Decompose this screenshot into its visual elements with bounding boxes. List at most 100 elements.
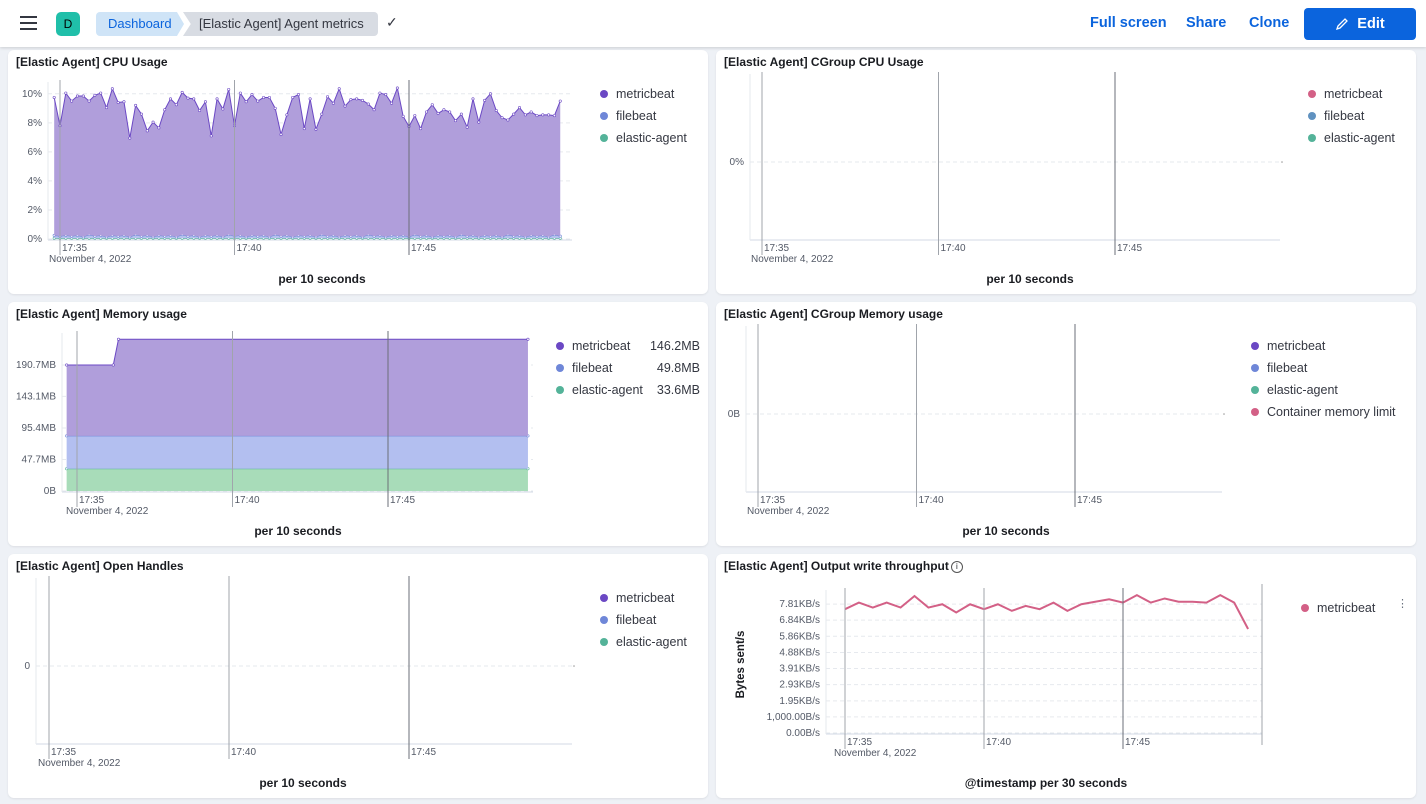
- data-point[interactable]: [326, 95, 330, 99]
- data-point[interactable]: [70, 99, 74, 103]
- legend-item[interactable]: metricbeat: [1308, 83, 1408, 105]
- data-point[interactable]: [296, 93, 300, 97]
- data-point[interactable]: [506, 118, 510, 122]
- data-point[interactable]: [116, 101, 120, 105]
- data-point[interactable]: [526, 337, 530, 341]
- legend-item[interactable]: filebeat: [1308, 105, 1408, 127]
- data-point[interactable]: [366, 102, 370, 106]
- data-point[interactable]: [105, 106, 109, 110]
- data-point[interactable]: [116, 337, 120, 341]
- data-point[interactable]: [75, 94, 79, 98]
- menu-hamburger-icon[interactable]: [20, 16, 37, 30]
- data-point[interactable]: [99, 91, 103, 95]
- data-point[interactable]: [349, 98, 353, 102]
- data-point[interactable]: [535, 114, 539, 118]
- data-point[interactable]: [209, 134, 213, 138]
- data-point[interactable]: [128, 136, 132, 140]
- data-point[interactable]: [500, 116, 504, 120]
- legend-item[interactable]: filebeat: [600, 105, 710, 127]
- space-avatar[interactable]: D: [56, 12, 80, 36]
- data-point[interactable]: [494, 109, 498, 113]
- data-point[interactable]: [134, 103, 138, 107]
- legend-item[interactable]: elastic-agent: [600, 127, 710, 149]
- data-point[interactable]: [454, 119, 458, 123]
- legend-item[interactable]: elastic-agent: [1308, 127, 1408, 149]
- data-point[interactable]: [203, 100, 207, 104]
- data-point[interactable]: [465, 125, 469, 129]
- data-point[interactable]: [227, 87, 231, 91]
- data-point[interactable]: [238, 91, 242, 95]
- data-point[interactable]: [111, 363, 115, 367]
- data-point[interactable]: [331, 101, 335, 105]
- data-point[interactable]: [477, 120, 481, 124]
- data-point[interactable]: [372, 108, 376, 112]
- data-point[interactable]: [174, 103, 178, 107]
- data-point[interactable]: [320, 112, 324, 116]
- data-point[interactable]: [390, 101, 394, 105]
- data-point[interactable]: [424, 110, 428, 114]
- data-point[interactable]: [262, 95, 266, 99]
- legend-menu-icon[interactable]: ⋮: [1397, 598, 1408, 610]
- data-point[interactable]: [244, 100, 248, 104]
- legend-item[interactable]: metricbeat: [1301, 597, 1381, 619]
- legend-item[interactable]: filebeat: [1251, 357, 1411, 379]
- data-point[interactable]: [518, 106, 522, 110]
- data-point[interactable]: [151, 120, 155, 124]
- legend-item[interactable]: elastic-agent 33.6MB: [556, 379, 700, 401]
- data-point[interactable]: [419, 127, 423, 131]
- data-point[interactable]: [552, 114, 556, 118]
- data-point[interactable]: [529, 110, 533, 114]
- data-point[interactable]: [250, 93, 254, 97]
- data-point[interactable]: [157, 126, 161, 130]
- data-point[interactable]: [110, 87, 114, 91]
- data-point[interactable]: [64, 91, 68, 95]
- data-point[interactable]: [215, 97, 219, 101]
- data-point[interactable]: [256, 99, 260, 103]
- data-point[interactable]: [523, 113, 527, 117]
- data-point[interactable]: [139, 112, 143, 116]
- info-icon[interactable]: i: [950, 561, 963, 573]
- data-point[interactable]: [360, 98, 364, 102]
- legend-item[interactable]: elastic-agent: [1251, 379, 1411, 401]
- data-point[interactable]: [436, 111, 440, 115]
- legend-item[interactable]: filebeat: [600, 609, 710, 631]
- data-point[interactable]: [314, 127, 318, 131]
- data-point[interactable]: [87, 99, 91, 103]
- legend-item[interactable]: elastic-agent: [600, 631, 710, 653]
- legend-item[interactable]: metricbeat: [600, 83, 710, 105]
- data-point[interactable]: [384, 93, 388, 97]
- data-point[interactable]: [93, 93, 97, 97]
- data-point[interactable]: [302, 127, 306, 131]
- data-point[interactable]: [337, 87, 341, 91]
- data-point[interactable]: [192, 97, 196, 101]
- data-point[interactable]: [267, 95, 271, 99]
- data-point[interactable]: [308, 97, 312, 101]
- data-point[interactable]: [279, 132, 283, 136]
- data-point[interactable]: [65, 363, 69, 367]
- legend-item[interactable]: metricbeat: [600, 587, 710, 609]
- data-point[interactable]: [471, 97, 475, 101]
- data-point[interactable]: [512, 112, 516, 116]
- share-button[interactable]: Share: [1186, 15, 1227, 31]
- edit-button[interactable]: Edit: [1304, 8, 1416, 40]
- data-point[interactable]: [81, 94, 85, 98]
- data-point[interactable]: [198, 109, 202, 113]
- legend-item[interactable]: metricbeat: [1251, 335, 1411, 357]
- legend-item[interactable]: Container memory limit: [1251, 401, 1411, 423]
- breadcrumb-dashboard[interactable]: Dashboard: [96, 12, 184, 36]
- data-point[interactable]: [488, 92, 492, 96]
- data-point[interactable]: [186, 96, 190, 100]
- legend-item[interactable]: metricbeat 146.2MB: [556, 335, 700, 357]
- legend-item[interactable]: filebeat 49.8MB: [556, 357, 700, 379]
- data-point[interactable]: [273, 106, 277, 110]
- data-point[interactable]: [122, 100, 126, 104]
- data-point[interactable]: [541, 113, 545, 117]
- data-point[interactable]: [448, 110, 452, 114]
- data-point[interactable]: [413, 114, 417, 118]
- data-point[interactable]: [291, 95, 295, 99]
- data-point[interactable]: [483, 98, 487, 102]
- data-point[interactable]: [547, 113, 551, 117]
- data-point[interactable]: [395, 86, 399, 90]
- full-screen-button[interactable]: Full screen: [1090, 15, 1167, 31]
- data-point[interactable]: [221, 107, 225, 111]
